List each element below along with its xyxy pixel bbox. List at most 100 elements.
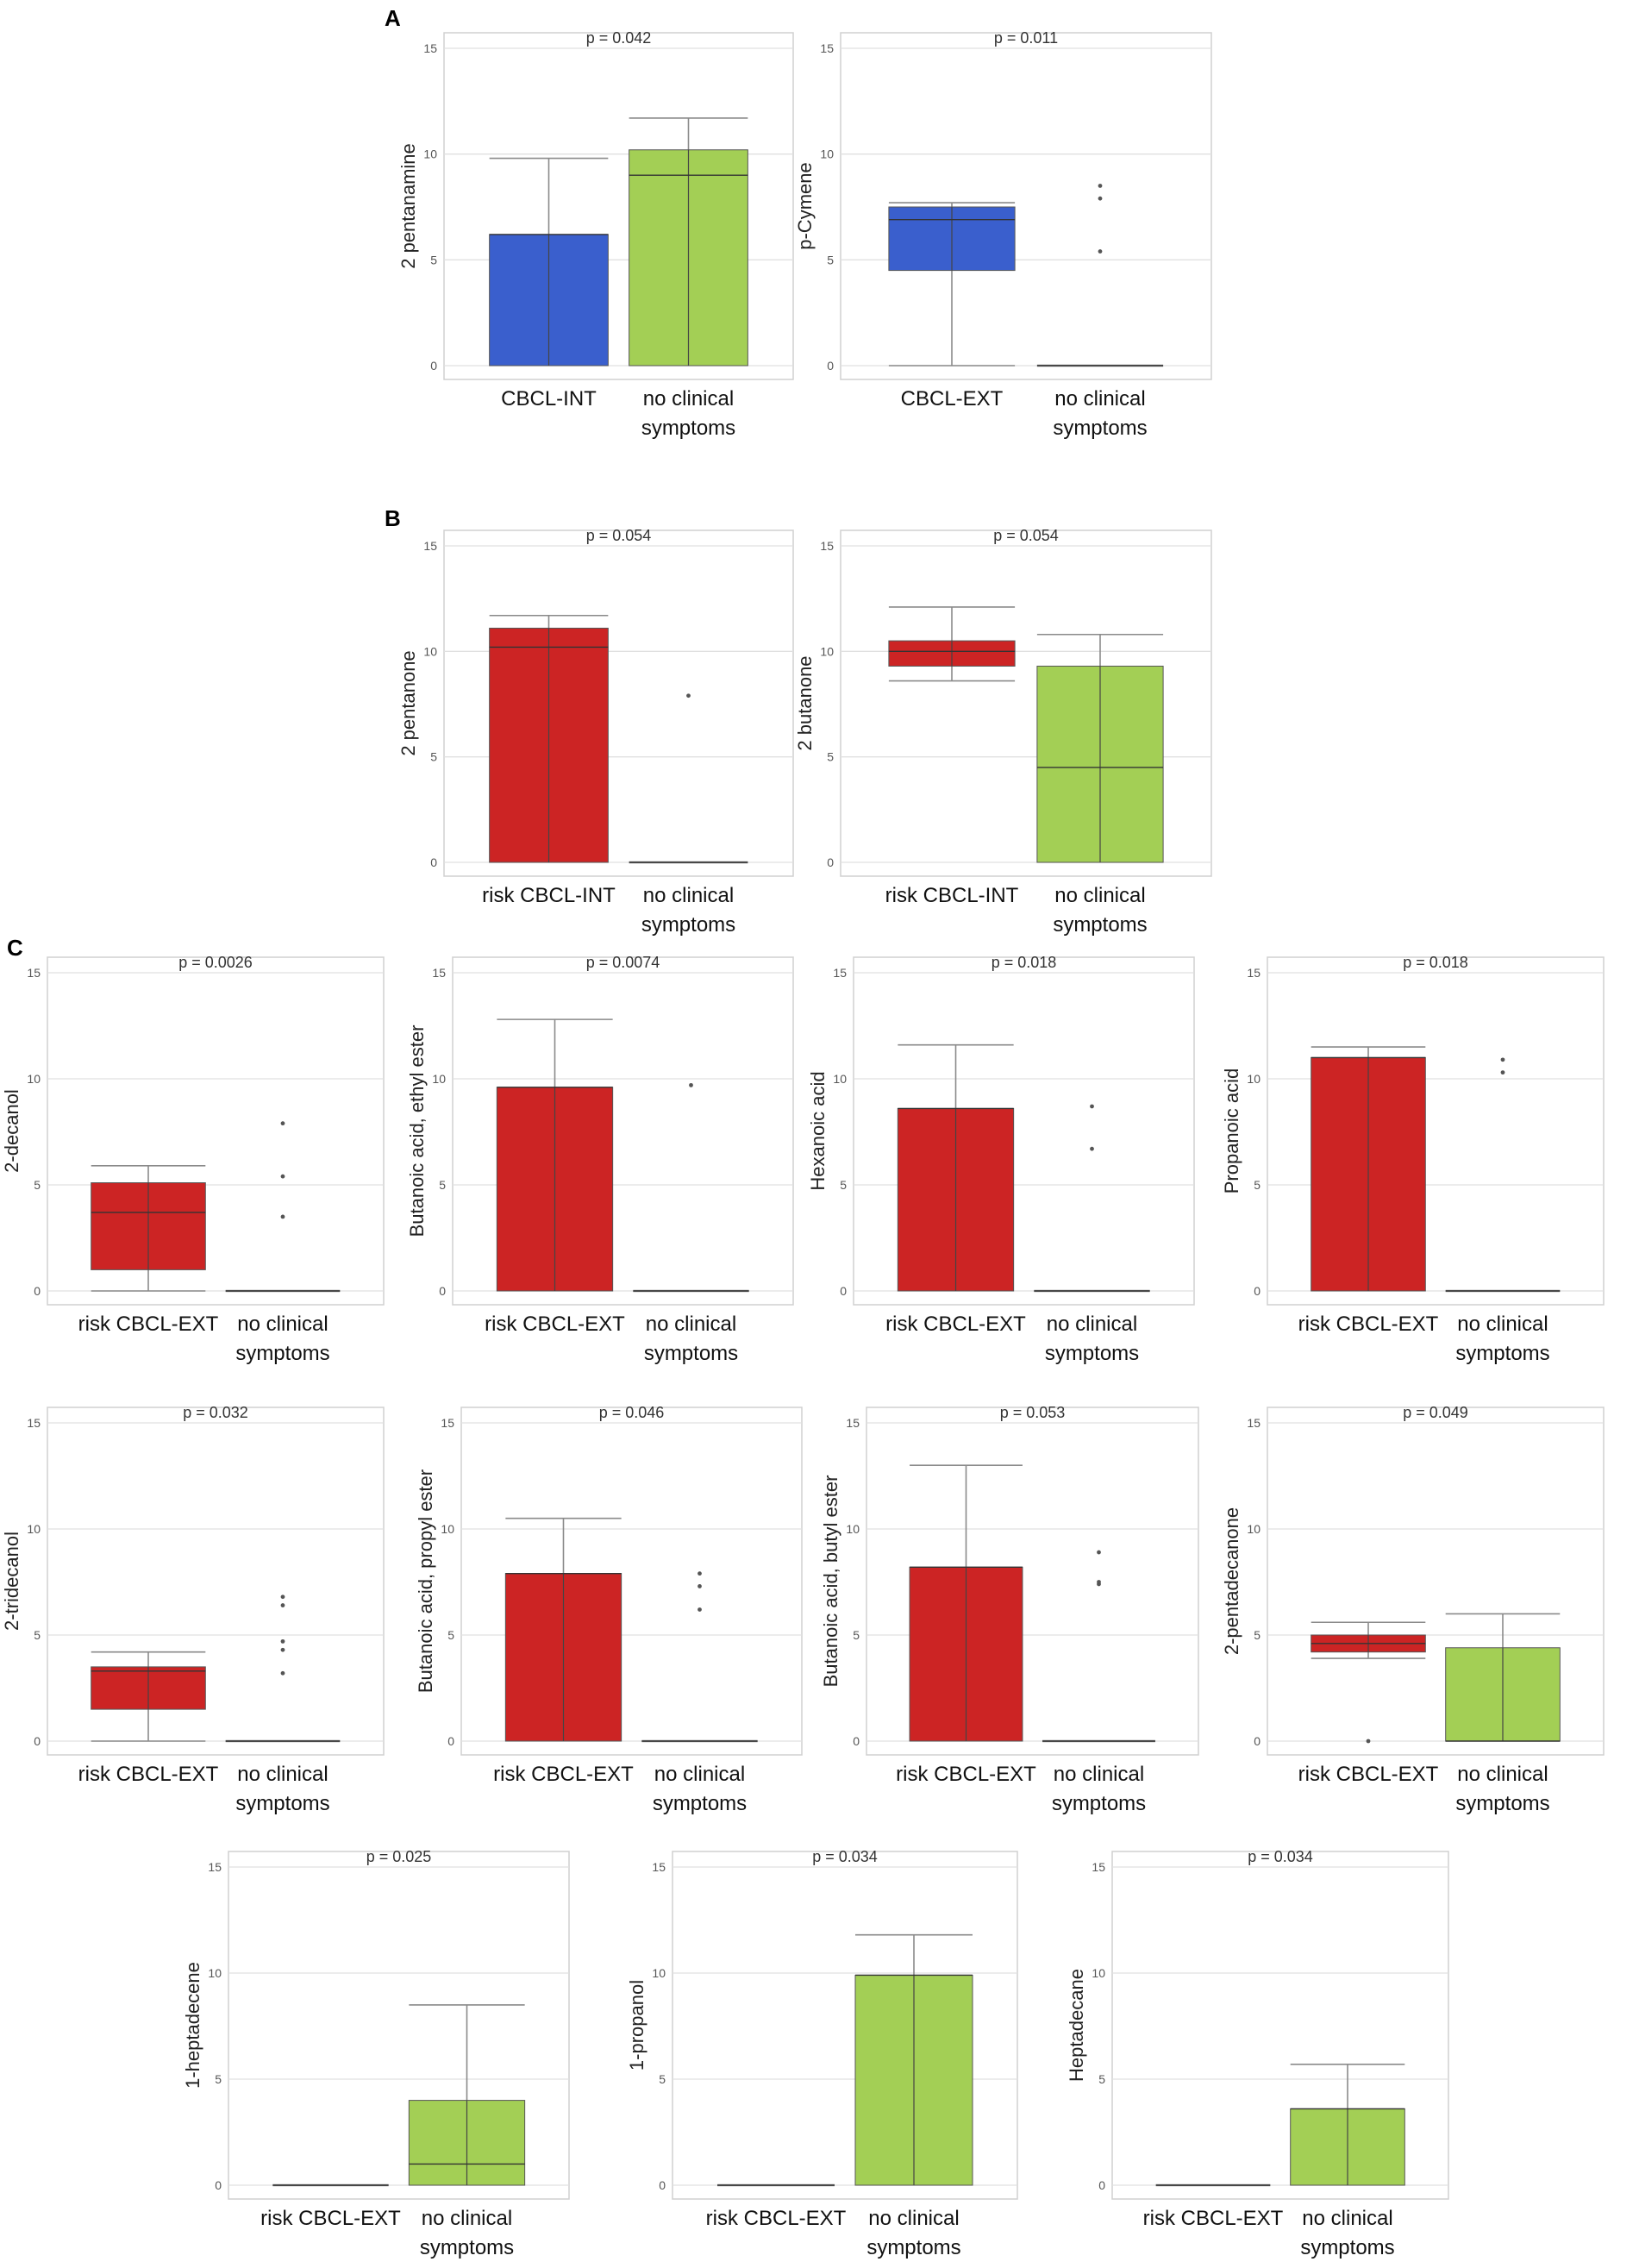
outlier-point bbox=[1098, 184, 1103, 188]
panel-frame bbox=[840, 32, 1212, 380]
y-tick-label: 5 bbox=[34, 1178, 41, 1192]
y-tick-label: 10 bbox=[432, 1072, 446, 1086]
y-tick-label: 5 bbox=[1254, 1178, 1261, 1192]
p-value-title: p = 0.025 bbox=[366, 1848, 432, 1865]
chart-b1: 0 5 10 15 p = 0.054 2 pentanone risk CBCL-INT n… bbox=[397, 527, 794, 937]
chart-c2: 0 5 10 15 p = 0.0074 Butanoic acid, ethyl est… bbox=[406, 954, 794, 1365]
box-group-2 bbox=[1036, 633, 1164, 863]
section-label-c: C bbox=[7, 935, 23, 961]
x-category-label: no clinical symptoms bbox=[644, 1313, 738, 1365]
y-tick-label: 0 bbox=[853, 1734, 860, 1748]
box-group-1 bbox=[909, 1464, 1023, 1742]
y-tick-label: 10 bbox=[833, 1072, 847, 1086]
x-category-label: risk CBCL-EXT bbox=[1143, 2207, 1284, 2230]
box-group-1 bbox=[91, 1165, 206, 1292]
p-value-title: p = 0.053 bbox=[1000, 1404, 1066, 1421]
y-tick-label: 5 bbox=[1254, 1628, 1261, 1642]
y-axis-label: 1-heptadecene bbox=[182, 1962, 203, 2089]
y-tick-label: 0 bbox=[1098, 2178, 1105, 2192]
y-tick-label: 15 bbox=[208, 1860, 222, 1874]
box-group-2 bbox=[1445, 1057, 1561, 1293]
box-group-1 bbox=[897, 1043, 1015, 1292]
y-tick-label: 0 bbox=[827, 855, 834, 869]
y-tick-label: 0 bbox=[439, 1284, 446, 1298]
x-category-label: no clinical symptoms bbox=[235, 1313, 329, 1365]
y-tick-label: 15 bbox=[652, 1860, 666, 1874]
x-category-label: no clinical symptoms bbox=[1053, 387, 1147, 440]
outlier-point bbox=[1098, 249, 1103, 254]
box-group-2 bbox=[1445, 1613, 1561, 1742]
p-value-title: p = 0.0074 bbox=[586, 954, 660, 971]
y-tick-label: 15 bbox=[1247, 1416, 1261, 1430]
x-category-label: no clinical symptoms bbox=[235, 1763, 329, 1815]
y-axis-label: Butanoic acid, ethyl ester bbox=[406, 1025, 428, 1237]
chart-c11: 0 5 10 15 p = 0.034 Heptadecane risk CBCL-EXT n… bbox=[1066, 1848, 1449, 2259]
y-axis-label: 2 pentanone bbox=[397, 650, 419, 755]
x-category-label: risk CBCL-INT bbox=[885, 884, 1019, 907]
y-tick-label: 0 bbox=[215, 2178, 222, 2192]
y-tick-label: 0 bbox=[827, 359, 834, 373]
x-category-label: risk CBCL-EXT bbox=[493, 1763, 634, 1786]
x-category-label: no clinical symptoms bbox=[641, 884, 735, 937]
y-tick-label: 10 bbox=[1092, 1966, 1105, 1980]
outlier-point bbox=[1097, 1550, 1101, 1555]
box-group-1 bbox=[888, 606, 1016, 682]
box-group-2 bbox=[854, 1933, 973, 2186]
y-axis-label: Heptadecane bbox=[1066, 1969, 1087, 2082]
x-category-label: no clinical symptoms bbox=[641, 387, 735, 440]
y-tick-label: 5 bbox=[840, 1178, 847, 1192]
x-category-label: no clinical symptoms bbox=[866, 2207, 960, 2259]
p-value-title: p = 0.054 bbox=[993, 527, 1059, 544]
box-group-2 bbox=[1042, 1550, 1155, 1743]
p-value-title: p = 0.018 bbox=[1403, 954, 1468, 971]
y-tick-label: 0 bbox=[447, 1734, 454, 1748]
x-category-label: CBCL-INT bbox=[501, 387, 597, 410]
y-tick-label: 5 bbox=[430, 750, 437, 764]
y-tick-label: 10 bbox=[652, 1966, 666, 1980]
y-tick-label: 15 bbox=[27, 1416, 41, 1430]
box-group-2 bbox=[629, 117, 748, 367]
y-tick-label: 5 bbox=[827, 253, 834, 266]
chart-a2: 0 5 10 15 p = 0.011 p-Cymene CBCL-EXT no clinic… bbox=[794, 29, 1212, 440]
chart-c6: 0 5 10 15 p = 0.046 Butanoic acid, propyl est… bbox=[415, 1404, 803, 1815]
x-category-label: no clinical symptoms bbox=[1053, 884, 1147, 937]
x-category-label: risk CBCL-EXT bbox=[78, 1763, 219, 1786]
y-tick-label: 10 bbox=[423, 147, 437, 161]
box-group-1 bbox=[496, 1018, 614, 1292]
outlier-point bbox=[698, 1584, 702, 1588]
box-group-2 bbox=[225, 1594, 341, 1743]
y-tick-label: 10 bbox=[846, 1522, 860, 1536]
y-axis-label: 2-decanol bbox=[1, 1089, 22, 1173]
x-category-label: risk CBCL-EXT bbox=[885, 1313, 1026, 1336]
x-category-label: no clinical symptoms bbox=[653, 1763, 747, 1815]
y-tick-label: 15 bbox=[27, 966, 41, 980]
y-axis-label: 2-tridecanol bbox=[1, 1532, 22, 1631]
box-group-2 bbox=[641, 1571, 758, 1743]
y-tick-label: 5 bbox=[827, 750, 834, 764]
x-category-label: risk CBCL-EXT bbox=[485, 1313, 625, 1336]
y-tick-label: 5 bbox=[215, 2072, 222, 2086]
y-tick-label: 0 bbox=[1254, 1734, 1261, 1748]
y-tick-label: 15 bbox=[820, 41, 834, 55]
p-value-title: p = 0.046 bbox=[599, 1404, 665, 1421]
y-axis-label: 1-propanol bbox=[626, 1980, 647, 2071]
y-axis-label: p-Cymene bbox=[794, 162, 816, 249]
box-group-2 bbox=[225, 1121, 341, 1293]
outlier-point bbox=[686, 693, 691, 699]
box-group-1 bbox=[1311, 1046, 1426, 1292]
outlier-point bbox=[1366, 1739, 1371, 1744]
chart-c9: 0 5 10 15 p = 0.025 1-heptadecene risk CBCL-EX… bbox=[182, 1848, 570, 2259]
y-axis-label: 2 pentanamine bbox=[397, 143, 419, 269]
y-tick-label: 5 bbox=[853, 1628, 860, 1642]
charts-container: 0 5 10 15 p = 0.042 2 pentanamine CBCL-INT no c… bbox=[1, 29, 1605, 2259]
box-group-1 bbox=[888, 202, 1016, 367]
y-tick-label: 15 bbox=[1092, 1860, 1105, 1874]
outlier-point bbox=[689, 1082, 693, 1087]
box-group-2 bbox=[629, 693, 748, 864]
y-tick-label: 15 bbox=[423, 41, 437, 55]
x-category-label: no clinical symptoms bbox=[1300, 2207, 1394, 2259]
y-axis-label: Butanoic acid, butyl ester bbox=[820, 1475, 841, 1688]
box-group-1 bbox=[1311, 1621, 1426, 1744]
y-tick-label: 0 bbox=[1254, 1284, 1261, 1298]
